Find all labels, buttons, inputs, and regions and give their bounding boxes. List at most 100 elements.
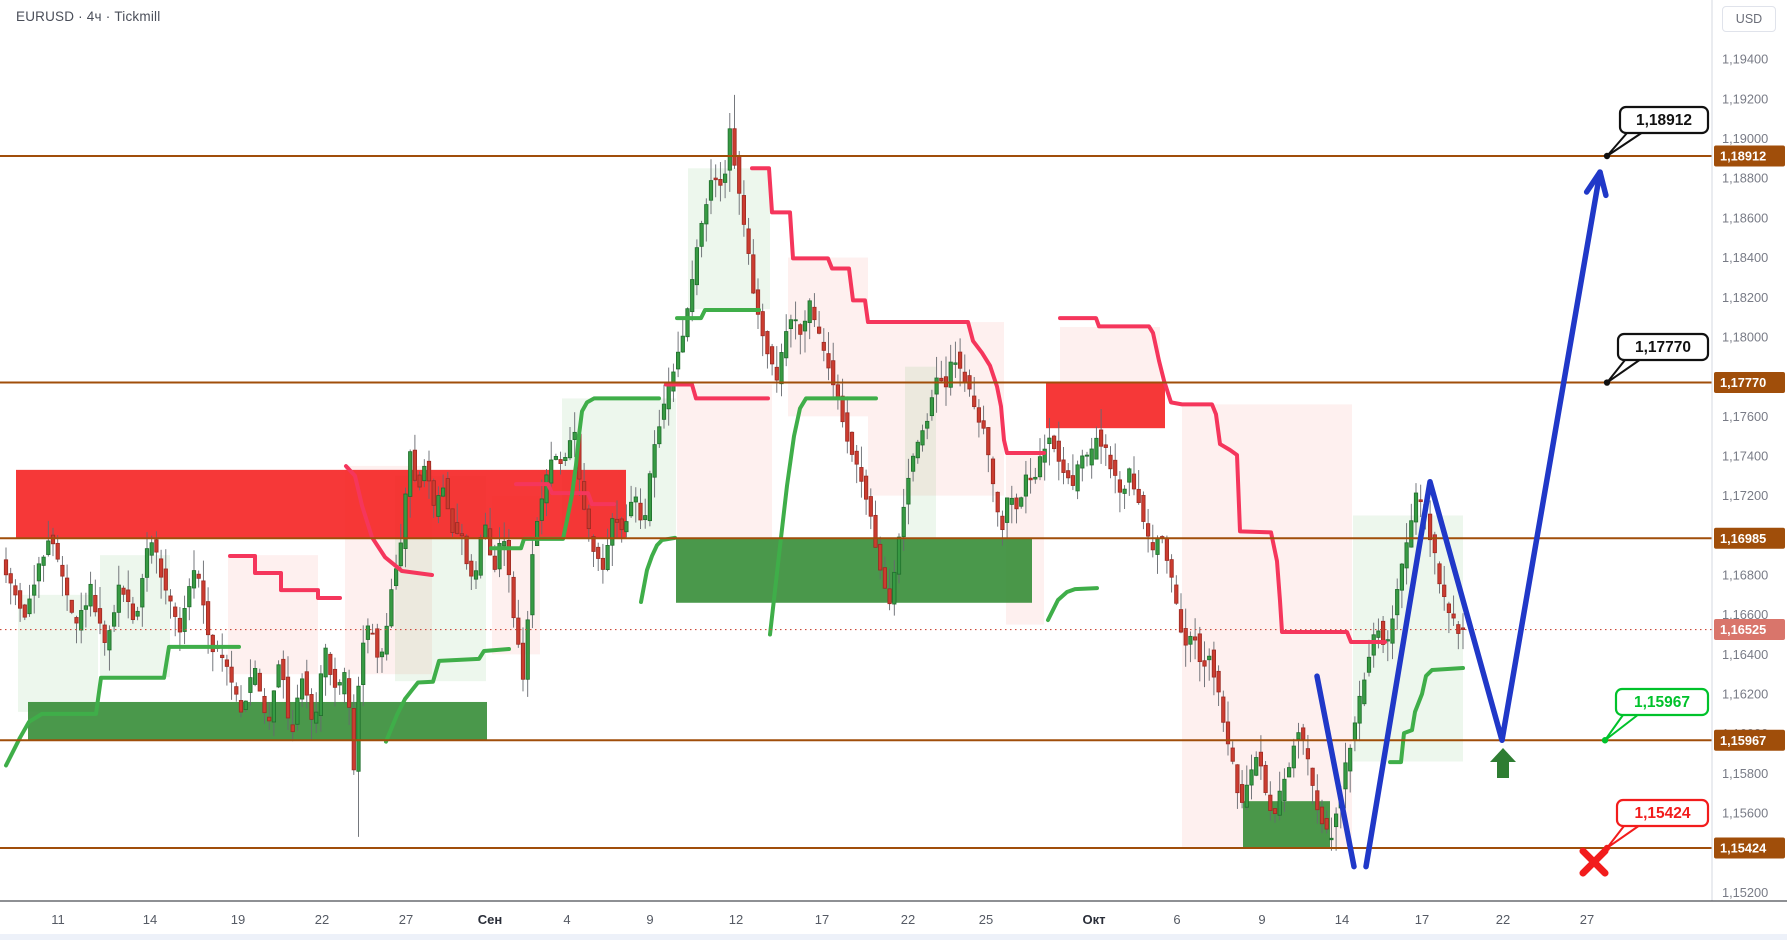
price-callout-label: 1,15967 [1634,694,1690,711]
time-tick-label: 27 [1580,912,1594,927]
price-tick-label: 1,18800 [1722,171,1768,186]
currency-toggle[interactable]: USD [1722,6,1776,32]
price-axis[interactable]: 1,19400 1,19200 1,19000 1,18800 1,18600 1,184… [1714,52,1785,900]
time-tick-label: 11 [51,912,65,927]
price-callout[interactable] [1616,332,1710,362]
time-tick-label: 14 [1335,912,1349,927]
bottom-strip [0,934,1787,940]
indicator-fill [100,555,170,678]
price-callout-label: 1,15424 [1634,805,1690,822]
price-tick-label: 1,18600 [1722,210,1768,225]
chandelier-stop-lines [4,166,1465,768]
chandelier-stop-line-green [384,646,511,744]
supply-zone[interactable] [1046,382,1165,429]
time-tick-label: 17 [815,912,829,927]
time-tick-label: 4 [563,912,570,927]
callout-anchor-dot [1603,844,1611,852]
price-tick-label: 1,16800 [1722,567,1768,582]
stop-cross-marker[interactable] [1579,847,1609,877]
time-tick-label: 22 [1496,912,1510,927]
supply-zone[interactable] [16,469,626,539]
price-tick-label: 1,16600 [1722,607,1768,622]
axis-level-badge-label: 1,18912 [1720,149,1766,164]
time-tick-label: 9 [646,912,653,927]
axis-level-badge [1714,145,1785,167]
price-tick-label: 1,18200 [1722,290,1768,305]
time-tick-label: 9 [1258,912,1265,927]
time-tick-label: Окт [1083,912,1106,927]
chandelier-stop-line-green [489,396,661,551]
price-tick-label: 1,18000 [1722,329,1768,344]
price-tick-label: 1,19000 [1722,131,1768,146]
price-callout[interactable] [1618,105,1710,135]
price-tick-label: 1,18400 [1722,250,1768,265]
axis-level-badge [1714,372,1785,394]
time-tick-label: 25 [979,912,993,927]
x-cross-icon [1579,847,1609,877]
axis-level-badge-label: 1,16525 [1720,622,1766,637]
callout-tail [1606,824,1641,849]
chandelier-stop-line-red [750,166,1046,455]
price-tick-label: 1,15600 [1722,806,1768,821]
time-tick-label: 27 [399,912,413,927]
projection-arrowhead [1583,169,1609,199]
price-callout[interactable] [1615,798,1710,828]
chandelier-stop-line-red [514,482,616,507]
axis-level-badge [1714,729,1785,751]
up-arrow-icon [1490,747,1516,762]
price-callout[interactable] [1614,687,1710,717]
price-levels[interactable] [0,155,1712,849]
projection-arrow[interactable] [1363,169,1603,870]
callout-tail [1604,713,1640,742]
chandelier-stop-line-green [675,307,761,321]
time-tick-label: 12 [729,912,743,927]
axis-level-badge-label: 1,16985 [1720,531,1766,546]
chandelier-stop-line-green [768,396,878,637]
callout-anchor-dot [1603,379,1611,386]
chandelier-stop-line-green [4,644,241,768]
time-axis[interactable]: 11 14 19 22 27 Сен 4 9 12 17 22 25 Окт 6 9 14 17 22 27 [51,912,1594,927]
demand-zone[interactable] [28,701,487,741]
projection-arrow[interactable] [1314,673,1357,870]
price-callouts[interactable]: 1,18912 1,17770 1,15967 1,15424 [1601,105,1710,852]
chandelier-stop-line-green [1388,666,1465,765]
price-tick-label: 1,19400 [1722,52,1768,67]
time-tick-label: Сен [478,912,502,927]
axis-level-badge [1714,619,1785,641]
chandelier-stop-line-red [1058,316,1387,645]
price-callout-label: 1,17770 [1635,339,1691,356]
time-tick-label: 14 [143,912,157,927]
time-tick-label: 6 [1173,912,1180,927]
callout-tail [1606,358,1642,384]
symbol-title: EURUSD · 4ч · Tickmill [16,9,161,24]
chandelier-stop-line-green [1046,586,1099,623]
indicator-fill [1060,327,1160,383]
time-tick-label: 17 [1415,912,1429,927]
price-tick-label: 1,16400 [1722,647,1768,662]
axis-level-badge-label: 1,15424 [1720,840,1767,855]
axis-level-badge-label: 1,17770 [1720,375,1766,390]
indicator-fill [677,384,772,538]
axis-level-badge-label: 1,15967 [1720,733,1766,748]
price-tick-label: 1,17400 [1722,448,1768,463]
price-tick-label: 1,17600 [1722,409,1768,424]
time-tick-label: 22 [901,912,915,927]
price-tick-label: 1,19200 [1722,91,1768,106]
zones [16,382,1330,848]
callout-anchor-dot [1601,737,1609,744]
demand-zone[interactable] [676,538,1032,603]
chandelier-stop-line-red [664,382,770,401]
entry-arrow-marker[interactable] [1490,747,1516,778]
axis-level-badge [1714,837,1785,859]
time-tick-label: 22 [315,912,329,927]
candlestick-series [3,94,1466,851]
price-callout-label: 1,18912 [1636,112,1692,129]
axis-level-badge [1714,527,1785,549]
price-tick-label: 1,17200 [1722,488,1768,503]
price-tick-label: 1,15200 [1722,885,1768,900]
price-tick-label: 1,15800 [1722,766,1768,781]
projection-arrows[interactable] [1314,169,1609,870]
chandelier-stop-line-green [639,535,677,604]
